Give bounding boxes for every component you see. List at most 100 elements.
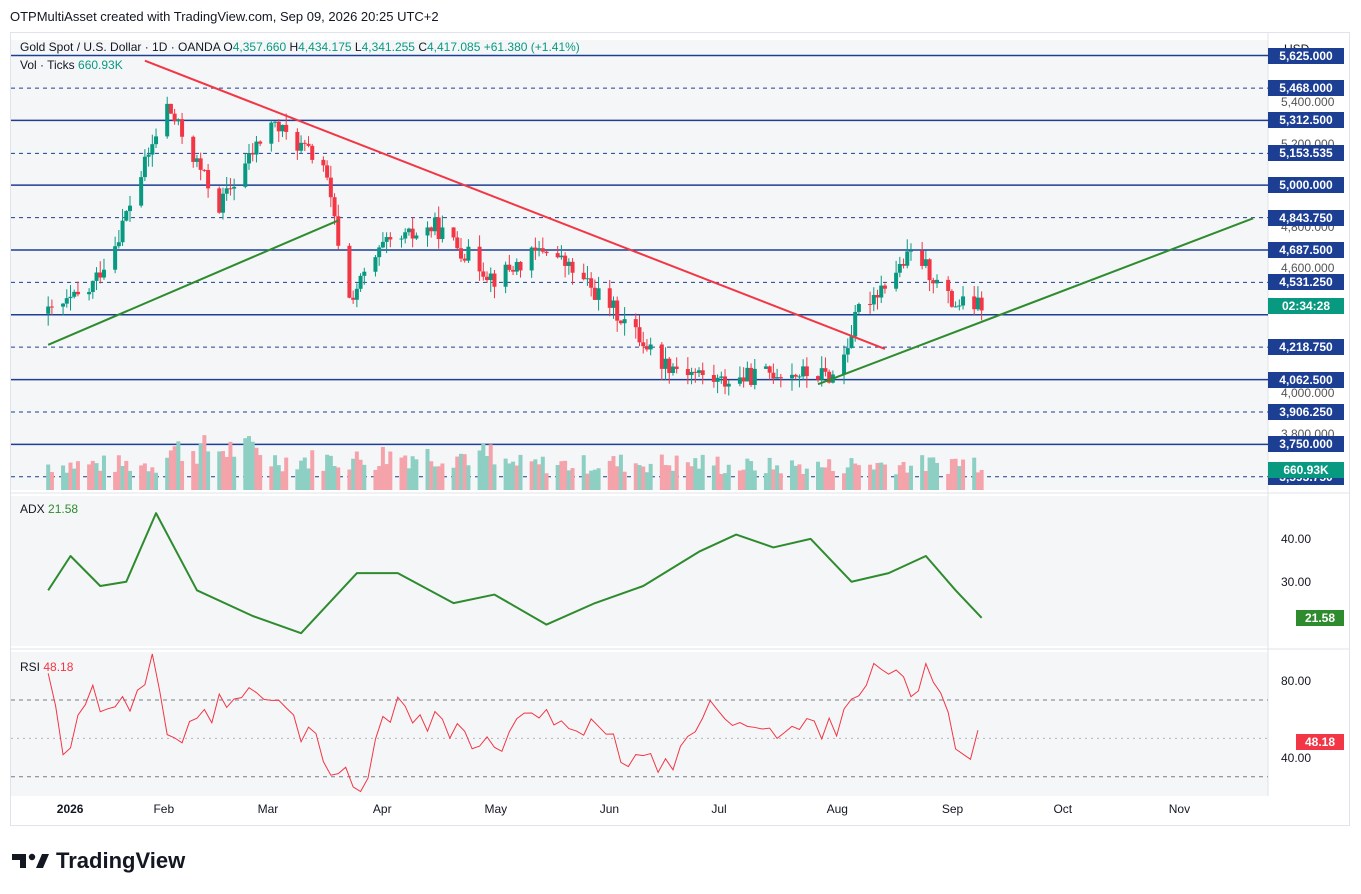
candle-body (154, 136, 159, 145)
candle-body (462, 258, 467, 261)
candle-body (276, 121, 281, 132)
volume-bar (737, 470, 742, 490)
price-level-tag[interactable]: 3,750.000 (1268, 436, 1344, 453)
volume-bar (961, 459, 966, 490)
time-axis-label: Sep (941, 802, 964, 816)
volume-bar (139, 465, 144, 490)
volume-bar (410, 456, 415, 490)
candle-body (745, 367, 750, 382)
volume-bar (485, 456, 490, 490)
volume-bar (384, 464, 389, 490)
volume-bar (585, 473, 590, 490)
rsi-legend[interactable]: RSI 48.18 (20, 660, 73, 674)
candle-body (778, 377, 783, 379)
candle-body (641, 342, 646, 347)
volume-bar (596, 468, 601, 490)
time-axis-label: Mar (257, 802, 279, 816)
candle-body (295, 131, 300, 151)
candle-body (935, 279, 940, 284)
adx-legend[interactable]: ADX 21.58 (20, 502, 78, 516)
volume-bar (462, 454, 467, 490)
candle-body (373, 257, 378, 272)
candle-body (406, 228, 411, 233)
candle-body (180, 119, 185, 137)
candle-body (723, 376, 728, 387)
volume-bar (202, 435, 207, 490)
candle-body (336, 216, 341, 246)
adx-tick-label: 40.00 (1281, 531, 1312, 546)
candle-body (633, 319, 638, 328)
candle-body (220, 193, 225, 213)
candle-body (488, 273, 493, 281)
candle-body (816, 376, 821, 380)
candle-body (492, 273, 497, 287)
volume-bar (247, 436, 252, 490)
volume-bar (622, 471, 627, 490)
candle-body (232, 186, 237, 189)
volume-bar (165, 457, 170, 490)
volume-bar (726, 464, 731, 490)
price-level-tag[interactable]: 5,153.535 (1268, 145, 1344, 162)
price-level-tag[interactable]: 4,062.500 (1268, 371, 1344, 388)
candle-body (663, 358, 668, 369)
candle-body (544, 251, 549, 254)
price-level-tag[interactable]: 5,000.000 (1268, 177, 1344, 194)
candle-body (767, 366, 772, 373)
candle-body (972, 296, 977, 310)
volume-bar (243, 438, 248, 490)
volume-bar (194, 463, 199, 490)
candle-body (142, 156, 147, 178)
candle-body (566, 261, 571, 266)
price-level-tag[interactable]: 5,312.500 (1268, 112, 1344, 129)
candle-body (923, 259, 928, 266)
volume-bar (823, 467, 828, 490)
price-level-tag[interactable]: 4,687.500 (1268, 241, 1344, 258)
volume-bar (64, 472, 69, 490)
volume-bar (797, 464, 802, 490)
candle-body (432, 217, 437, 232)
candle-body (485, 276, 490, 281)
volume-bar (72, 468, 77, 490)
volume-bar (180, 460, 185, 490)
candle-body (618, 320, 623, 324)
volume-bar (894, 474, 899, 490)
candle-body (920, 250, 925, 266)
symbol-name[interactable]: Gold Spot / U.S. Dollar · 1D · OANDA (20, 40, 221, 54)
price-level-tag[interactable]: 4,843.750 (1268, 209, 1344, 226)
price-level-tag[interactable]: 3,906.250 (1268, 403, 1344, 420)
candle-body (667, 358, 672, 373)
volume-bar (830, 471, 835, 490)
volume-bar (75, 461, 80, 490)
volume-bar (975, 472, 980, 490)
candle-body (269, 122, 274, 144)
candle-body (879, 285, 884, 298)
volume-bar (68, 462, 73, 490)
candle-body (949, 290, 954, 307)
candle-body (481, 271, 486, 277)
candle-body (440, 227, 445, 240)
volume-bar (120, 465, 125, 490)
price-level-tag[interactable]: 5,625.000 (1268, 47, 1344, 64)
volume-bar (804, 468, 809, 490)
volume-bar (901, 461, 906, 490)
candle-body (775, 377, 780, 379)
candle-body (425, 227, 430, 236)
price-level-tag[interactable]: 4,218.750 (1268, 339, 1344, 356)
candle-body (842, 354, 847, 375)
volume-label[interactable]: Vol · Ticks (20, 58, 75, 72)
volume-bar (540, 456, 545, 490)
candle-body (697, 370, 702, 373)
volume-bar (436, 466, 441, 490)
candle-body (284, 124, 289, 132)
price-level-tag[interactable]: 4,531.250 (1268, 274, 1344, 291)
volume-bar (380, 446, 385, 490)
tradingview-logo[interactable]: TradingView (12, 848, 185, 874)
candle-body (466, 246, 471, 261)
volume-bar (618, 454, 623, 490)
candle-body (198, 158, 203, 170)
volume-bar (388, 451, 393, 490)
volume-bar (592, 469, 597, 490)
price-level-tag[interactable]: 5,468.000 (1268, 80, 1344, 97)
candle-body (250, 153, 255, 155)
